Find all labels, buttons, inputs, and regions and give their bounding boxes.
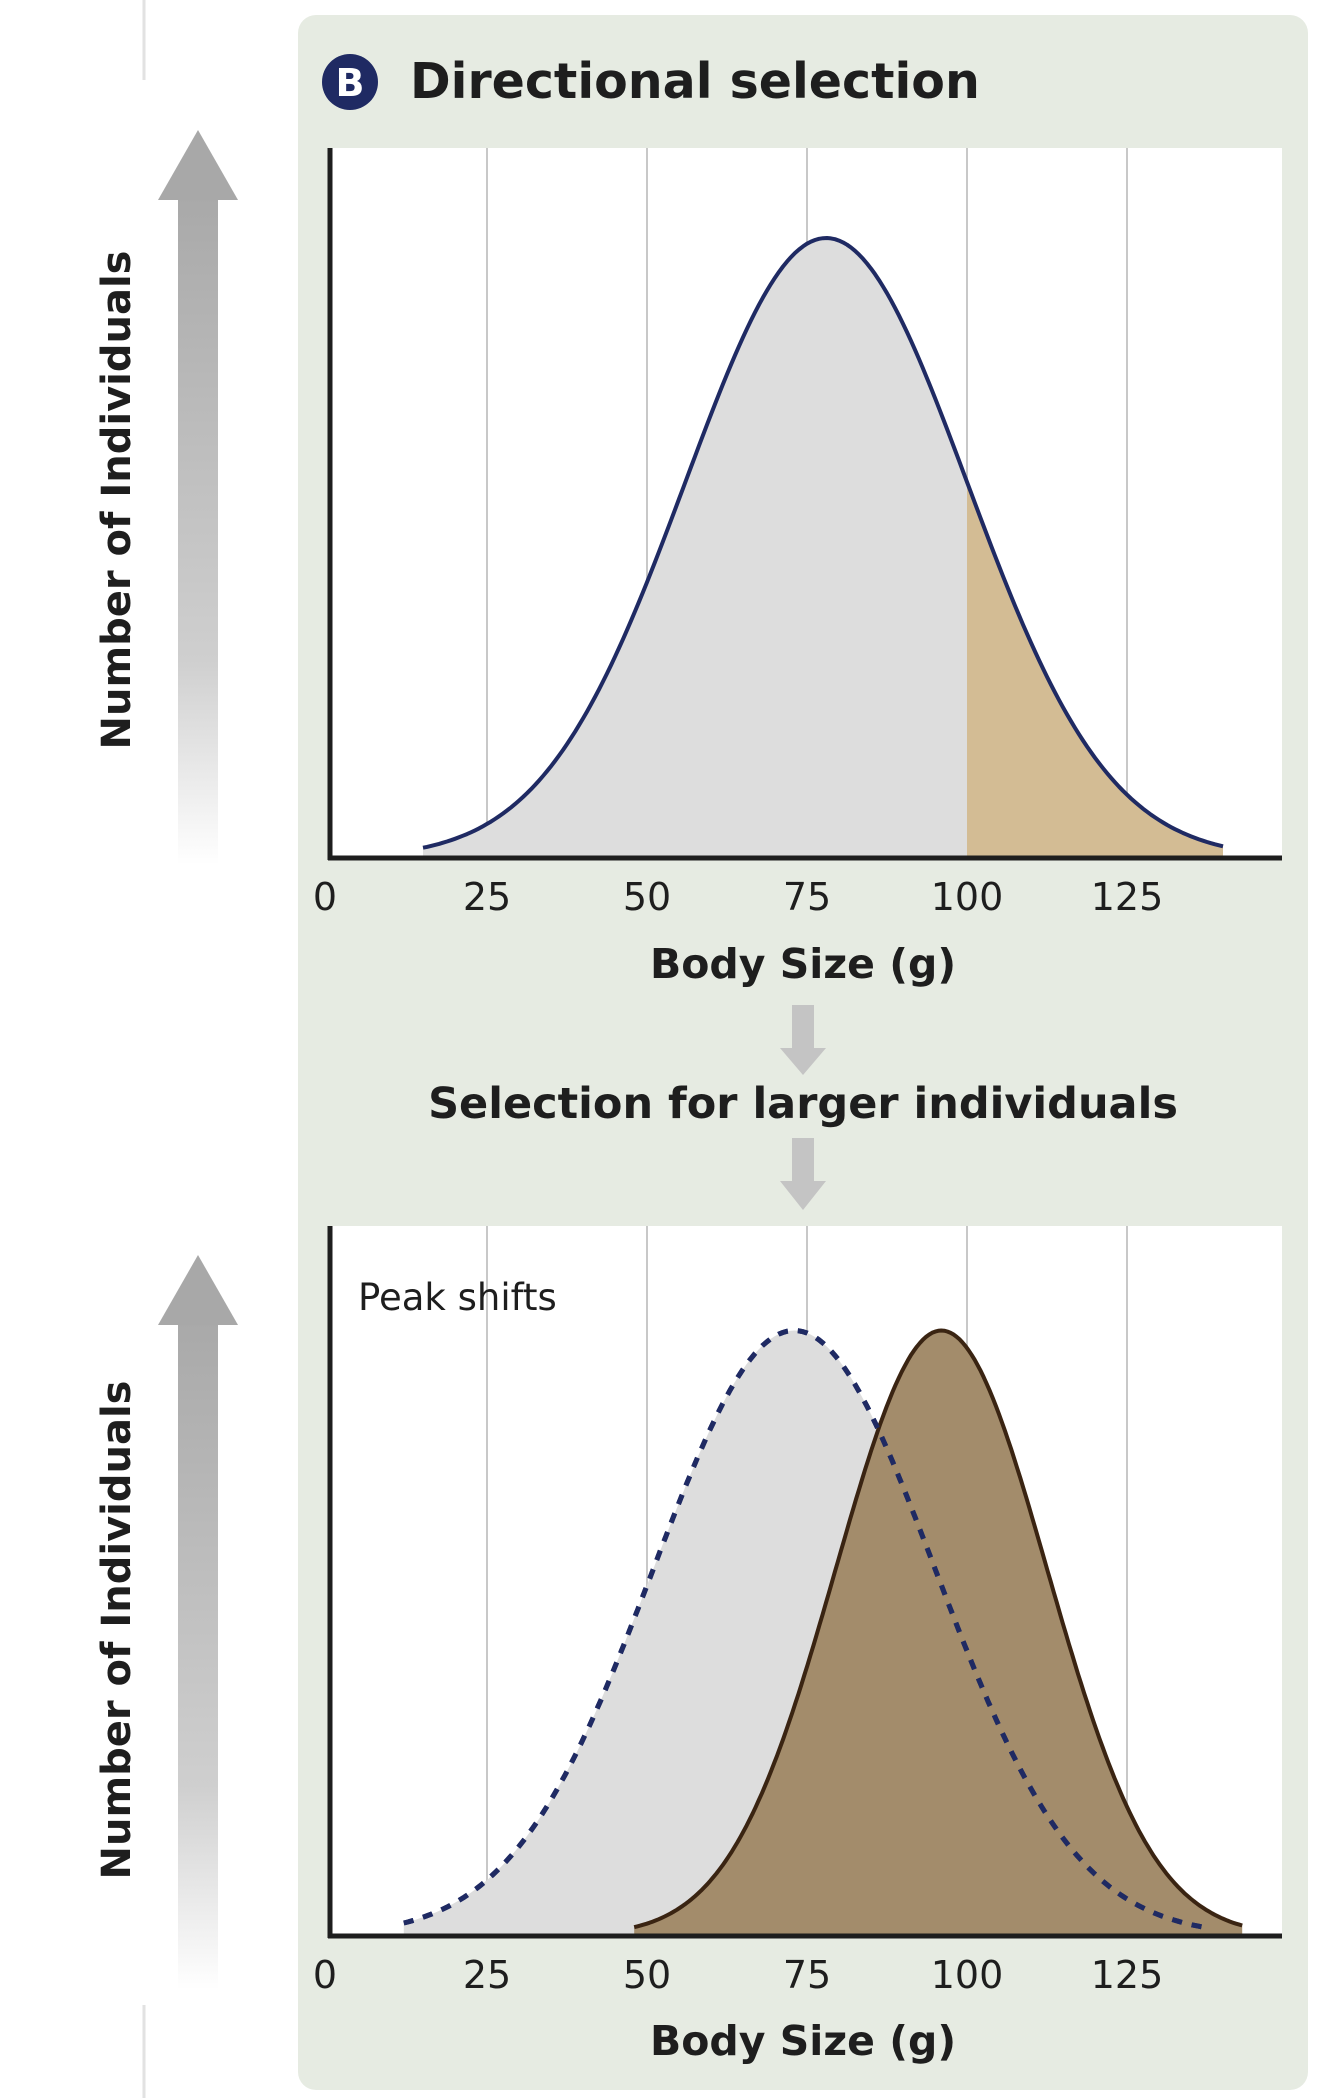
axes	[327, 148, 1282, 861]
y-axis-label-top: Number of Individuals	[94, 251, 140, 750]
y-axis-arrow-top	[158, 130, 238, 865]
x-axis-label: Body Size (g)	[650, 2017, 956, 2065]
arrow-up-icon	[158, 130, 238, 200]
down-arrow-shaft	[792, 1005, 814, 1050]
badge-circle	[322, 54, 378, 110]
arrow-up-icon	[158, 1255, 238, 1325]
transition-label: Selection for larger individuals	[428, 1079, 1178, 1129]
x-tick-label-125: 125	[1091, 875, 1164, 919]
x-tick-label-0: 0	[313, 1953, 337, 1997]
badge-letter: B	[336, 61, 365, 105]
arrow-shaft	[178, 185, 218, 865]
figure-header: B Directional selection	[322, 53, 980, 110]
distribution-curves	[422, 236, 1224, 850]
x-tick-label-75: 75	[783, 1953, 831, 1997]
x-tick-label-0: 0	[313, 875, 337, 919]
x-tick-label-50: 50	[623, 875, 671, 919]
x-tick-labels: 0 25 50 75 100 125	[313, 1953, 1163, 1997]
distribution-curves	[403, 1327, 1243, 1931]
distribution-fills	[423, 238, 1223, 858]
y-axis-arrow-bottom	[158, 1255, 238, 1990]
x-tick-label-50: 50	[623, 1953, 671, 1997]
axes	[327, 1226, 1282, 1939]
x-axis-label: Body Size (g)	[650, 940, 956, 988]
x-tick-label-75: 75	[783, 875, 831, 919]
arrow-shaft	[178, 1310, 218, 1990]
selected-tail-fill	[967, 482, 1223, 858]
x-tick-label-125: 125	[1091, 1953, 1164, 1997]
selection-transition: Selection for larger individuals	[428, 1005, 1178, 1210]
curve-population-after-selection	[633, 1328, 1243, 1930]
down-arrow-shaft	[792, 1138, 814, 1183]
chart-shifted-distribution: 0 25 50 75 100 125 Peak shifts Body Size (g)	[313, 1226, 1282, 2065]
x-tick-label-100: 100	[931, 1953, 1004, 1997]
curve-original-population-overlay	[403, 1327, 1211, 1931]
arrow-down-icon	[780, 1048, 826, 1075]
arrow-down-icon	[780, 1181, 826, 1210]
fill-population-after-selection	[634, 1330, 1243, 1936]
x-tick-label-100: 100	[931, 875, 1004, 919]
x-tick-label-25: 25	[463, 1953, 511, 1997]
distribution-fills	[403, 1330, 1243, 1936]
curve-population	[422, 236, 1224, 850]
x-tick-label-25: 25	[463, 875, 511, 919]
figure-title: Directional selection	[410, 53, 980, 110]
peak-shifts-annotation: Peak shifts	[358, 1276, 557, 1319]
y-axis-label-bottom: Number of Individuals	[94, 1381, 140, 1880]
x-tick-labels: 0 25 50 75 100 125	[313, 875, 1163, 919]
chart-original-distribution: 0 25 50 75 100 125 Body Size (g)	[313, 148, 1282, 988]
